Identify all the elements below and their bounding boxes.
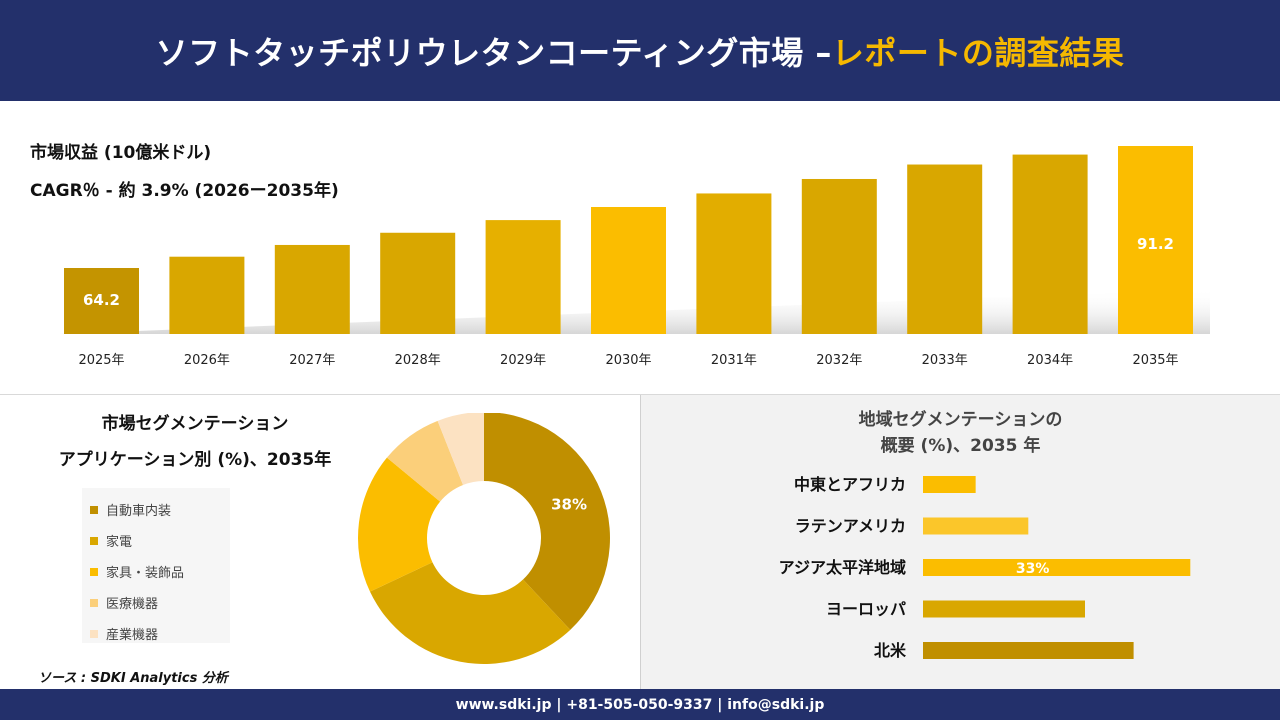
region-bar [923, 476, 976, 493]
legend-swatch [90, 598, 98, 607]
legend-label: 産業機器 [106, 628, 159, 643]
revenue-bar [274, 244, 350, 334]
header-bar: ソフトタッチポリウレタンコーティング市場 –レポートの調査結果 [0, 0, 1280, 101]
donut-legend: 自動車内装家電家具・装飾品 医療機器産業機器 [82, 488, 230, 643]
region-bar [923, 642, 1134, 659]
application-segment-panel: 市場セグメンテーション アプリケーション別 (%)、2035年 自動車内装家電家… [0, 395, 640, 689]
contact-info: www.sdki.jp | +81-505-050-9337 | info@sd… [455, 696, 825, 713]
donut-slice [437, 413, 484, 486]
region-label: ラテンアメリカ [795, 517, 906, 536]
region-bar [923, 559, 1191, 576]
revenue-bar [1118, 146, 1193, 334]
donut-slice [358, 457, 441, 592]
legend-item: 医療機器 [90, 587, 230, 618]
legend-swatch [90, 629, 98, 638]
segment-title: 市場セグメンテーション [101, 414, 289, 434]
vertical-divider [640, 395, 641, 689]
revenue-bar [485, 220, 561, 334]
region-subtitle: 概要 (%)、2035 年 [880, 436, 1041, 456]
application-donut-chart: 38% [358, 413, 610, 664]
region-bar [923, 600, 1085, 618]
x-tick-label: 2028年 [395, 353, 441, 368]
region-segment-panel: 地域セグメンテーションの 概要 (%)、2035 年 中東とアフリカ ラテンアメリ… [641, 395, 1280, 689]
cagr-label: CAGR％ - 約 3.9% (2026ー2035年) [30, 181, 339, 201]
region-label: 北米 [874, 641, 907, 660]
bar-data-label: 91.2 [1137, 235, 1174, 253]
revenue-bar [380, 232, 456, 334]
x-tick-label: 2029年 [500, 353, 546, 368]
footer-bar: www.sdki.jp | +81-505-050-9337 | info@sd… [0, 689, 1280, 720]
region-data-label: 33% [1016, 561, 1050, 577]
region-label: 中東とアフリカ [794, 475, 906, 494]
legend-item: 産業機器 [90, 618, 230, 649]
donut-slice [386, 420, 464, 502]
region-bar [923, 517, 1029, 535]
x-tick-label: 2025年 [78, 353, 124, 368]
horizontal-divider [0, 394, 1280, 395]
source-note: ソース : SDKI Analytics 分析 [38, 671, 228, 686]
donut-data-label: 38% [551, 495, 587, 513]
page-title: ソフトタッチポリウレタンコーティング市場 –レポートの調査結果 [156, 28, 1125, 74]
revenue-bar [696, 193, 772, 334]
revenue-title: 市場収益 (10億米ドル) [30, 143, 212, 163]
revenue-bar [169, 256, 245, 334]
legend-swatch [90, 567, 98, 576]
x-tick-label: 2032年 [816, 353, 862, 368]
legend-swatch [90, 536, 98, 545]
legend-label: 家具・装飾品 [106, 566, 185, 581]
legend-label: 自動車内装 [106, 504, 172, 519]
region-label: アジア太平洋地域 [779, 558, 906, 577]
legend-swatch [90, 505, 98, 514]
x-tick-label: 2034年 [1027, 353, 1073, 368]
x-tick-label: 2035年 [1132, 353, 1178, 368]
legend-label: 家電 [106, 535, 133, 550]
segment-subtitle: アプリケーション別 (%)、2035年 [58, 450, 332, 470]
revenue-bar [1012, 154, 1088, 334]
revenue-bar-chart: 2025年 64.2 2026年 2027年 2028年 2029年 2030年 2031年 2… [60, 146, 1210, 368]
x-tick-label: 2026年 [184, 353, 230, 368]
revenue-bar [591, 207, 666, 334]
donut-slice [484, 413, 610, 630]
revenue-bar [64, 268, 139, 334]
legend-label: 医療機器 [106, 597, 159, 612]
x-tick-label: 2033年 [922, 353, 968, 368]
donut-slice [369, 562, 571, 664]
x-tick-label: 2027年 [289, 353, 335, 368]
x-tick-label: 2030年 [605, 353, 651, 368]
region-title: 地域セグメンテーションの [858, 410, 1063, 430]
bar-data-label: 64.2 [83, 291, 120, 309]
page-title-accent: レポートの調査結果 [831, 33, 1125, 72]
revenue-panel: 市場収益 (10億米ドル) CAGR％ - 約 3.9% (2026ー2035年… [0, 101, 1280, 394]
revenue-bar [801, 178, 877, 334]
page-title-main: ソフトタッチポリウレタンコーティング市場 – [155, 33, 832, 72]
legend-item: 家電 [90, 525, 230, 556]
x-tick-label: 2031年 [711, 353, 757, 368]
legend-item: 自動車内装 [90, 494, 230, 525]
revenue-bar [907, 164, 983, 334]
legend-item: 家具・装飾品 [90, 556, 230, 587]
region-label: ヨーロッパ [826, 600, 906, 619]
